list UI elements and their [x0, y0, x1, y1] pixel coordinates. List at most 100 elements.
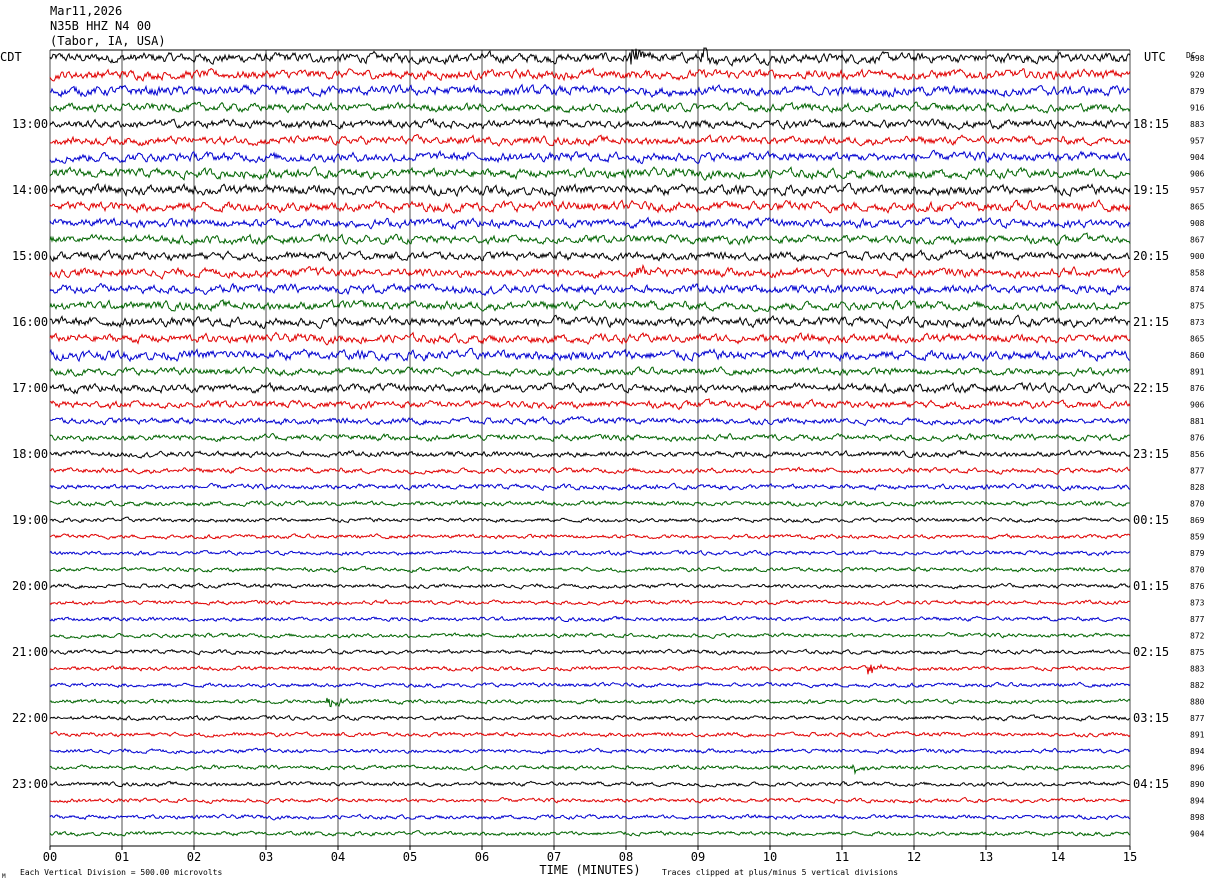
dc-offset-label: 890: [1190, 780, 1205, 789]
right-hour-label: 22:15: [1133, 381, 1169, 395]
right-hour-label: 04:15: [1133, 777, 1169, 791]
trace-row: [49, 83, 1131, 99]
dc-offset-label: 891: [1190, 368, 1205, 377]
dc-offset-label: 870: [1190, 500, 1205, 509]
dc-offset-label: 869: [1190, 516, 1205, 525]
left-hour-label: 19:00: [12, 513, 48, 527]
left-hour-label: 21:00: [12, 645, 48, 659]
dc-offset-label: 898: [1190, 54, 1205, 63]
left-hour-label: 20:00: [12, 579, 48, 593]
trace-row: [49, 813, 1131, 821]
left-hour-label: 16:00: [12, 315, 48, 329]
right-hour-label: 23:15: [1133, 447, 1169, 461]
dc-offset-label: 865: [1190, 203, 1205, 212]
left-hour-label: 23:00: [12, 777, 48, 791]
trace-row: [49, 516, 1131, 524]
dc-offset-label: 957: [1190, 137, 1205, 146]
dc-offset-label: 891: [1190, 731, 1205, 740]
trace-row: [49, 482, 1131, 492]
left-timezone-label: CDT: [0, 50, 22, 64]
left-hour-label: 22:00: [12, 711, 48, 725]
trace-row: [49, 415, 1131, 427]
dc-offset-label: 957: [1190, 186, 1205, 195]
trace-row: [49, 282, 1131, 297]
trace-row: [49, 582, 1131, 590]
dc-offset-label: 904: [1190, 153, 1205, 162]
trace-row: [49, 398, 1131, 411]
dc-offset-label: 873: [1190, 599, 1205, 608]
right-hour-label: 21:15: [1133, 315, 1169, 329]
trace-row: [49, 381, 1131, 395]
dc-offset-label: 876: [1190, 582, 1205, 591]
dc-offset-label: 875: [1190, 302, 1205, 311]
trace-row: [49, 347, 1131, 363]
x-axis-title: TIME (MINUTES): [539, 863, 640, 877]
dc-offset-label: 872: [1190, 632, 1205, 641]
trace-group: [49, 47, 1131, 837]
dc-offset-label: 916: [1190, 104, 1205, 113]
dc-offset-label: 865: [1190, 335, 1205, 344]
dc-offset-label: 860: [1190, 351, 1205, 360]
dc-offset-label: 898: [1190, 813, 1205, 822]
x-tick-label: 06: [475, 850, 489, 864]
x-tick-label: 01: [115, 850, 129, 864]
trace-row: [49, 714, 1131, 722]
x-tick-label: 08: [619, 850, 633, 864]
dc-offset-label: 856: [1190, 450, 1205, 459]
trace-row: [49, 67, 1131, 82]
trace-row: [49, 449, 1131, 459]
x-tick-label: 10: [763, 850, 777, 864]
trace-row: [49, 697, 1131, 708]
trace-row: [49, 298, 1131, 313]
left-hour-label: 15:00: [12, 249, 48, 263]
dc-offset-label: 906: [1190, 170, 1205, 179]
trace-row: [49, 165, 1131, 181]
x-tick-label: 07: [547, 850, 561, 864]
dc-offset-label: 876: [1190, 434, 1205, 443]
trace-row: [49, 263, 1131, 280]
dc-offset-label: 882: [1190, 681, 1205, 690]
dc-offset-label: 877: [1190, 615, 1205, 624]
dc-offset-label: 859: [1190, 533, 1205, 542]
dc-offset-label: 883: [1190, 665, 1205, 674]
x-tick-label: 00: [43, 850, 57, 864]
trace-row: [49, 830, 1131, 837]
trace-row: [49, 780, 1131, 788]
trace-row: [49, 232, 1131, 247]
trace-row: [49, 663, 1131, 675]
dc-offset-label: 894: [1190, 797, 1205, 806]
corner-mark: M: [2, 873, 6, 880]
trace-row: [49, 631, 1131, 639]
trace-row: [49, 432, 1131, 443]
right-hour-label: 03:15: [1133, 711, 1169, 725]
trace-row: [49, 199, 1131, 214]
trace-row: [49, 549, 1131, 557]
trace-row: [49, 565, 1131, 574]
trace-row: [49, 533, 1131, 540]
trace-row: [49, 117, 1131, 131]
trace-row: [49, 599, 1131, 607]
x-tick-label: 12: [907, 850, 921, 864]
right-hour-label: 00:15: [1133, 513, 1169, 527]
x-tick-label: 04: [331, 850, 345, 864]
trace-row: [49, 365, 1131, 378]
right-hour-label: 02:15: [1133, 645, 1169, 659]
right-timezone-label: UTC: [1144, 50, 1166, 64]
chart-grid: [49, 49, 1131, 850]
header-date: Mar11,2026: [50, 4, 123, 18]
trace-row: [49, 331, 1131, 346]
trace-row: [49, 499, 1131, 508]
clipping-note: Traces clipped at plus/minus 5 vertical …: [662, 868, 898, 877]
trace-row: [49, 100, 1131, 114]
left-hour-label: 14:00: [12, 183, 48, 197]
x-tick-label: 05: [403, 850, 417, 864]
x-tick-label: 11: [835, 850, 849, 864]
trace-row: [49, 249, 1131, 263]
dc-offset-label: 881: [1190, 417, 1205, 426]
vertical-division-note: Each Vertical Division = 500.00 microvol…: [20, 868, 222, 877]
trace-row: [49, 182, 1131, 198]
trace-row: [49, 216, 1131, 230]
right-hour-label: 01:15: [1133, 579, 1169, 593]
dc-offset-label: 875: [1190, 648, 1205, 657]
